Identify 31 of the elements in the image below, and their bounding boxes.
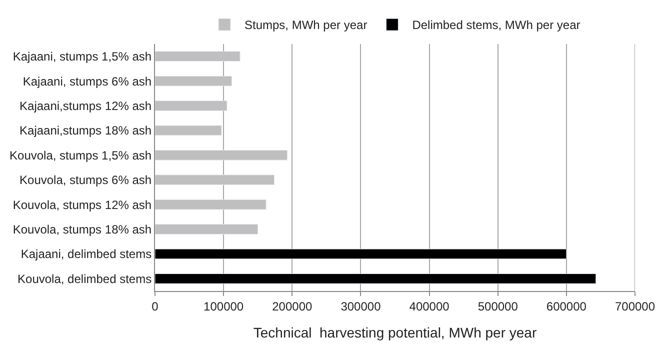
bar [155,125,222,136]
bar [155,100,228,111]
legend-label: Stumps, MWh per year [244,18,368,32]
y-tick-label: Kajaani, stumps 6% ash [22,74,152,88]
bar [155,224,258,234]
legend-label: Delimbed stems, MWh per year [412,18,580,32]
y-tick-label: Kouvola, stumps 12% ash [12,198,152,212]
x-tick-label: 700000 [614,299,656,314]
y-tick-label: Kajaani,stumps 12% ash [20,98,152,113]
y-tick-label: Kajaani,stumps 18% ash [20,124,152,138]
x-axis-title: Technical harvesting potential, MWh per year [253,324,537,341]
y-tick-label: Kouvola, stumps 1,5% ash [10,148,152,162]
y-tick-label: Kouvola, stumps 18% ash [12,222,152,236]
x-tick-label: 100000 [204,299,244,314]
bar [155,76,232,86]
bar [155,199,266,210]
x-tick-label: 0 [152,299,159,314]
bar [155,248,567,260]
x-tick-label: 500000 [478,299,518,314]
x-tick-label: 400000 [409,299,450,314]
y-tick-label: Kajaani, delimbed stems [20,247,152,262]
x-tick-label: 300000 [340,299,382,314]
bar [155,273,596,284]
x-tick-label: 200000 [272,299,312,314]
bar [155,174,275,186]
y-tick-label: Kouvola, stumps 6% ash [20,173,152,188]
y-tick-label: Kajaani, stumps 1,5% ash [12,50,152,64]
bar [155,150,288,160]
bar [155,51,240,62]
y-tick-label: Kouvola, delimbed stems [18,272,152,286]
x-tick-label: 600000 [546,299,587,314]
